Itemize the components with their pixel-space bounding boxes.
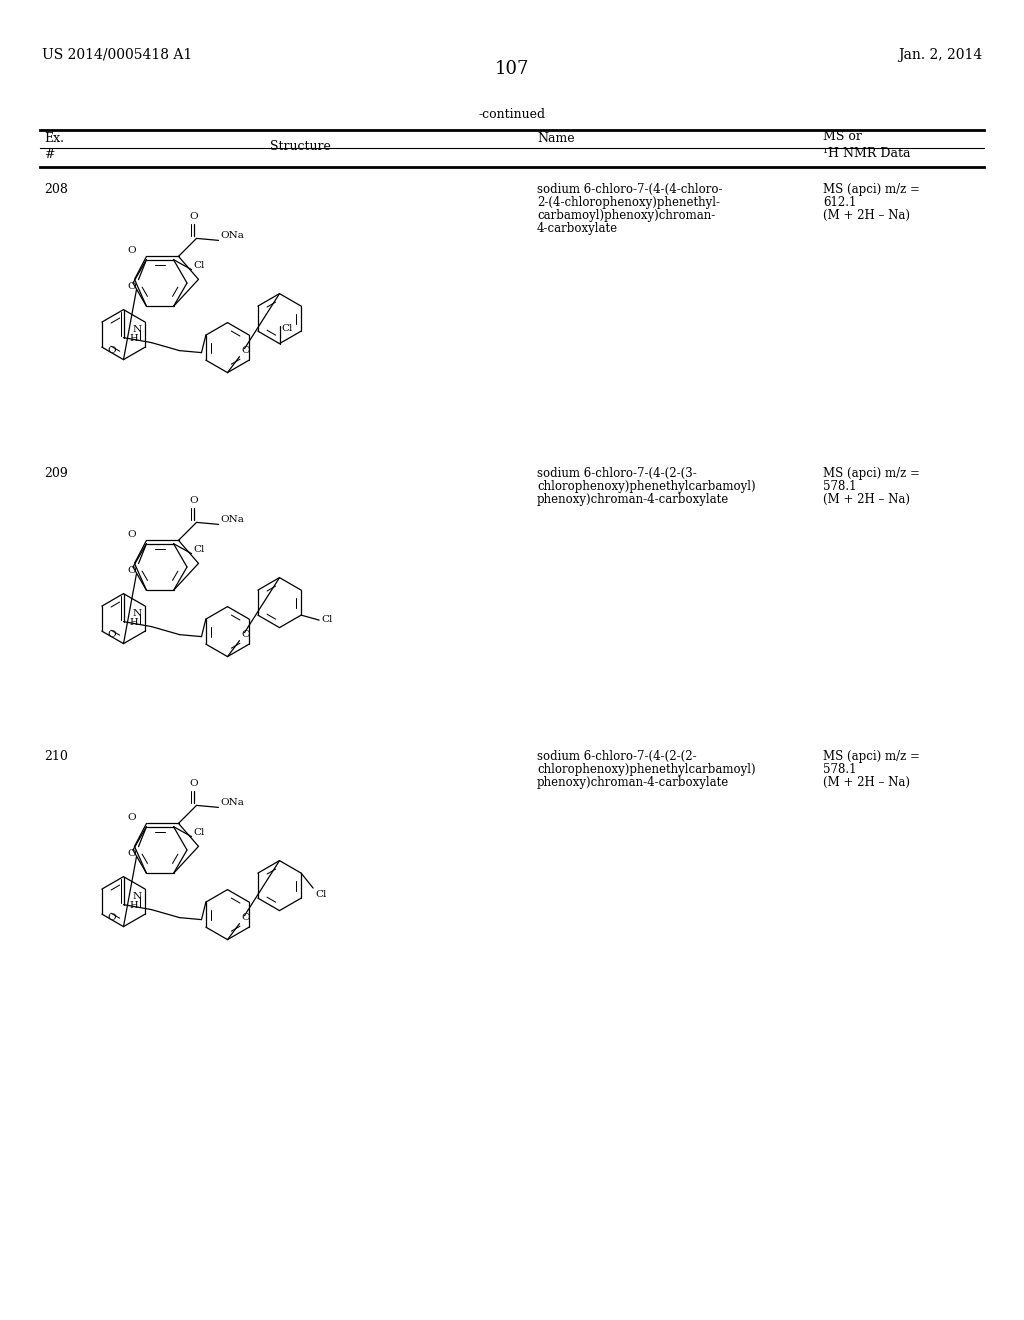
Text: O: O [127,281,135,290]
Text: 208: 208 [44,183,68,195]
Text: -continued: -continued [478,108,546,121]
Text: O: O [242,912,250,921]
Text: O: O [189,779,198,788]
Text: O: O [128,529,136,539]
Text: Cl: Cl [282,323,293,333]
Text: (M + 2H – Na): (M + 2H – Na) [823,492,910,506]
Text: sodium 6-chloro-7-(4-(2-(2-: sodium 6-chloro-7-(4-(2-(2- [537,750,696,763]
Text: Cl: Cl [194,261,205,271]
Text: O: O [242,346,250,355]
Text: Cl: Cl [194,545,205,554]
Text: 2-(4-chlorophenoxy)phenethyl-: 2-(4-chlorophenoxy)phenethyl- [537,195,720,209]
Text: 612.1: 612.1 [823,195,856,209]
Text: (M + 2H – Na): (M + 2H – Na) [823,776,910,789]
Text: ONa: ONa [220,515,245,524]
Text: Cl: Cl [322,615,333,623]
Text: sodium 6-chloro-7-(4-(2-(3-: sodium 6-chloro-7-(4-(2-(3- [537,467,696,480]
Text: MS (apci) m/z =: MS (apci) m/z = [823,183,920,195]
Text: phenoxy)chroman-4-carboxylate: phenoxy)chroman-4-carboxylate [537,492,729,506]
Text: chlorophenoxy)phenethylcarbamoyl): chlorophenoxy)phenethylcarbamoyl) [537,480,756,492]
Text: N: N [133,891,142,900]
Text: MS (apci) m/z =: MS (apci) m/z = [823,750,920,763]
Text: 578.1: 578.1 [823,480,856,492]
Text: carbamoyl)phenoxy)chroman-: carbamoyl)phenoxy)chroman- [537,209,715,222]
Text: O: O [128,246,136,255]
Text: MS (apci) m/z =: MS (apci) m/z = [823,467,920,480]
Text: 578.1: 578.1 [823,763,856,776]
Text: Jan. 2, 2014: Jan. 2, 2014 [898,48,982,62]
Text: phenoxy)chroman-4-carboxylate: phenoxy)chroman-4-carboxylate [537,776,729,789]
Text: O: O [189,496,198,506]
Text: Cl: Cl [194,828,205,837]
Text: N: N [133,609,142,618]
Text: O: O [108,630,116,639]
Text: O: O [108,346,116,355]
Text: ¹H NMR Data: ¹H NMR Data [823,147,910,160]
Text: 4-carboxylate: 4-carboxylate [537,222,618,235]
Text: O: O [127,565,135,574]
Text: MS or: MS or [823,129,862,143]
Text: sodium 6-chloro-7-(4-(4-chloro-: sodium 6-chloro-7-(4-(4-chloro- [537,183,723,195]
Text: N: N [133,325,142,334]
Text: ONa: ONa [220,797,245,807]
Text: H: H [129,334,138,343]
Text: 107: 107 [495,59,529,78]
Text: H: H [129,900,138,909]
Text: Cl: Cl [315,890,327,899]
Text: #: # [44,148,54,161]
Text: Structure: Structure [269,140,331,153]
Text: (M + 2H – Na): (M + 2H – Na) [823,209,910,222]
Text: O: O [189,213,198,222]
Text: H: H [129,618,138,627]
Text: O: O [242,630,250,639]
Text: US 2014/0005418 A1: US 2014/0005418 A1 [42,48,193,62]
Text: Ex.: Ex. [44,132,63,145]
Text: Name: Name [537,132,574,145]
Text: O: O [108,912,116,921]
Text: ONa: ONa [220,231,245,240]
Text: chlorophenoxy)phenethylcarbamoyl): chlorophenoxy)phenethylcarbamoyl) [537,763,756,776]
Text: 209: 209 [44,467,68,480]
Text: O: O [127,849,135,858]
Text: 210: 210 [44,750,68,763]
Text: O: O [128,813,136,822]
